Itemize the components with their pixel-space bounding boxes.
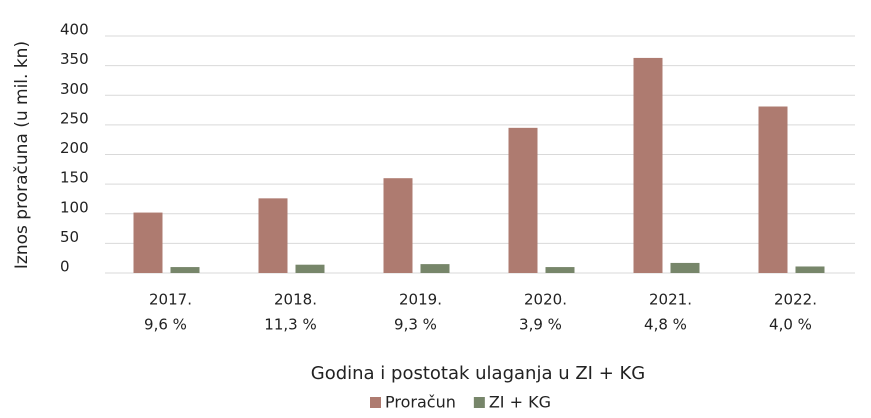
x-tick-label: 2017. [149, 291, 192, 309]
y-tick-label: 150 [60, 169, 89, 187]
y-tick-label: 250 [60, 109, 89, 127]
x-tick-sublabel: 4,8 % [644, 316, 687, 334]
x-tick-label: 2019. [399, 291, 442, 309]
x-tick-sublabel: 9,3 % [394, 316, 437, 334]
x-axis-title: Godina i postotak ulaganja u ZI + KG [311, 363, 646, 384]
y-tick-label: 350 [60, 50, 89, 68]
bar [133, 212, 163, 273]
legend-swatch [473, 397, 485, 408]
bar [795, 266, 825, 273]
x-tick-label: 2018. [274, 291, 317, 309]
y-tick-label: 100 [60, 198, 89, 216]
y-axis-title: Iznos proračuna (u mil. kn) [12, 41, 32, 269]
y-tick-label: 200 [60, 139, 89, 157]
x-tick-sublabel: 9,6 % [144, 316, 187, 334]
bar [758, 106, 788, 273]
bar [545, 267, 575, 273]
x-tick-label: 2021. [649, 291, 692, 309]
y-tick-label: 400 [60, 21, 89, 39]
bar [633, 57, 663, 273]
y-tick-label: 0 [60, 258, 70, 276]
bar [670, 262, 700, 273]
x-tick-sublabel: 3,9 % [519, 316, 562, 334]
bar [383, 178, 413, 273]
legend-label: Proračun [385, 393, 456, 412]
bar [295, 264, 325, 273]
x-tick-label: 2022. [774, 291, 817, 309]
legend-label: ZI + KG [489, 393, 551, 412]
bar [508, 127, 538, 274]
bar [258, 198, 288, 273]
bar [170, 267, 200, 273]
legend-swatch [370, 397, 381, 408]
y-tick-label: 50 [60, 228, 79, 246]
y-tick-label: 300 [60, 80, 89, 98]
bar [420, 264, 450, 273]
x-tick-sublabel: 11,3 % [264, 316, 316, 334]
x-tick-label: 2020. [524, 291, 567, 309]
x-tick-sublabel: 4,0 % [769, 316, 812, 334]
